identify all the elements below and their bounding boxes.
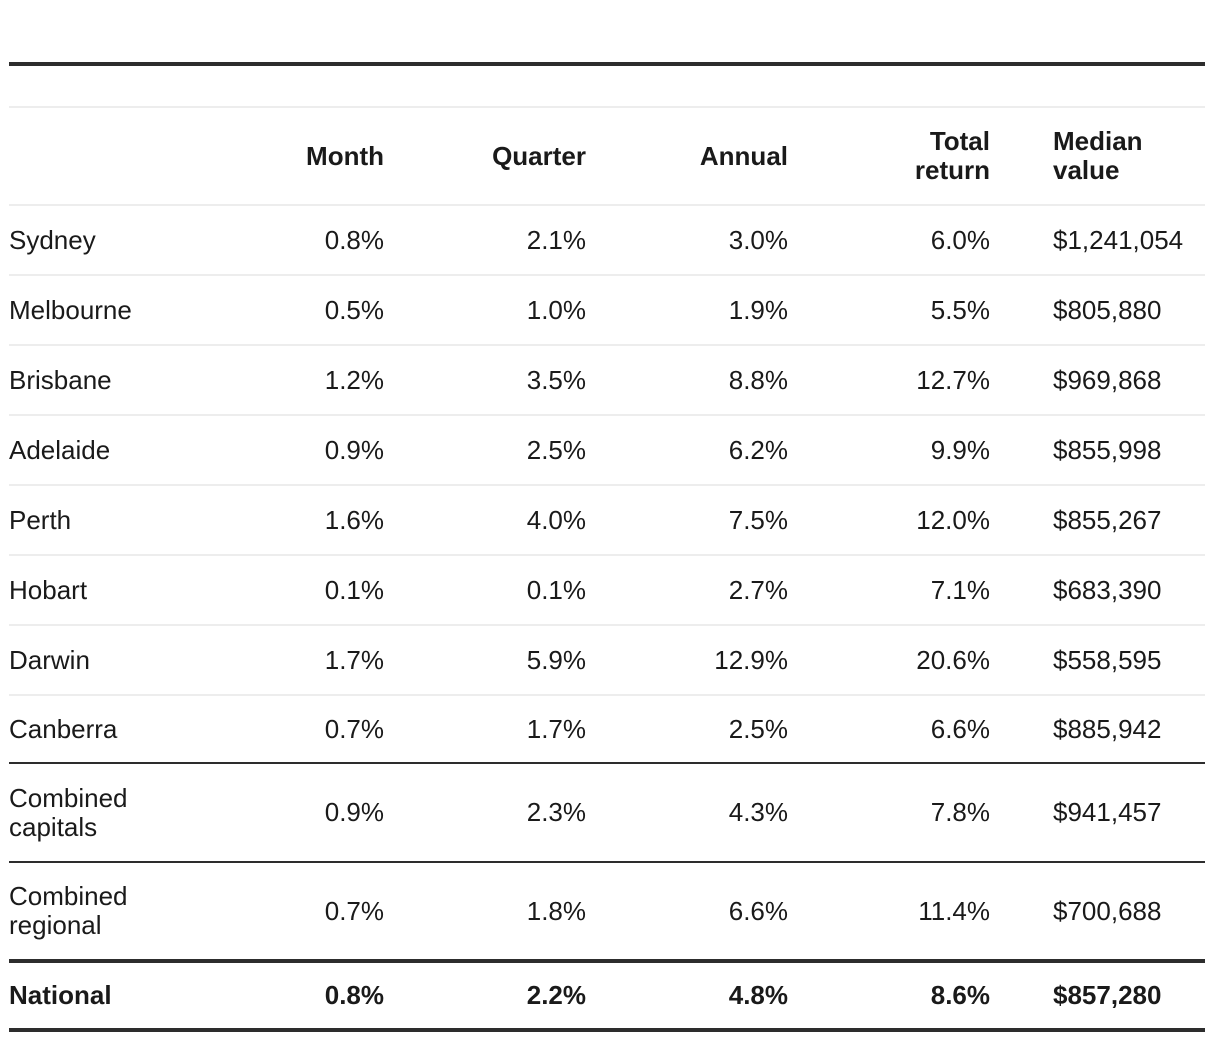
median-value: $805,880 <box>1053 294 1162 325</box>
table-header-spacer <box>9 66 1205 106</box>
month-value: 0.1% <box>324 574 384 605</box>
quarter-value: 1.0% <box>526 294 586 325</box>
total-return-value: 12.0% <box>916 504 990 535</box>
region-label: Combined capitals <box>9 782 128 842</box>
quarter-value: 2.5% <box>526 434 586 465</box>
region-label: Perth <box>9 504 72 535</box>
table-row-melbourne: Melbourne 0.5% 1.0% 1.9% 5.5% $805,880 <box>9 276 1205 346</box>
month-value: 1.7% <box>324 644 384 675</box>
total-return-value: 5.5% <box>930 294 990 325</box>
total-return-value: 7.8% <box>930 797 990 827</box>
quarter-value: 1.7% <box>526 713 586 744</box>
region-label: Combined regional <box>9 881 128 940</box>
median-value: $855,998 <box>1053 434 1162 465</box>
table-row-perth: Perth 1.6% 4.0% 7.5% 12.0% $855,267 <box>9 486 1205 556</box>
table-top-rule <box>9 62 1205 66</box>
region-label: Darwin <box>9 644 90 675</box>
month-value: 0.8% <box>324 224 384 255</box>
median-value: $1,241,054 <box>1053 224 1184 255</box>
table-header-row: Month Quarter Annual Total return Median… <box>9 106 1205 206</box>
month-value: 0.7% <box>324 895 384 926</box>
annual-value: 8.8% <box>728 364 788 395</box>
median-value: $941,457 <box>1053 797 1162 827</box>
annual-value: 7.5% <box>728 504 788 535</box>
table-row-national: National 0.8% 2.2% 4.8% 8.6% $857,280 <box>9 959 1205 1032</box>
region-label: Melbourne <box>9 294 132 325</box>
region-label: Canberra <box>9 713 118 744</box>
total-return-value: 12.7% <box>916 364 990 395</box>
column-header-quarter: Quarter <box>492 140 586 171</box>
column-header-month: Month <box>306 140 384 171</box>
table-row-combined-regional: Combined regional 0.7% 1.8% 6.6% 11.4% $… <box>9 861 1205 959</box>
annual-value: 4.8% <box>728 980 788 1010</box>
median-value: $683,390 <box>1053 574 1162 605</box>
median-value: $969,868 <box>1053 364 1162 395</box>
month-value: 0.9% <box>324 797 384 827</box>
returns-table: Month Quarter Annual Total return Median… <box>9 62 1205 1032</box>
total-return-value: 6.6% <box>930 713 990 744</box>
table-row-sydney: Sydney 0.8% 2.1% 3.0% 6.0% $1,241,054 <box>9 206 1205 276</box>
quarter-value: 1.8% <box>526 895 586 926</box>
month-value: 1.2% <box>324 364 384 395</box>
annual-value: 2.5% <box>728 713 788 744</box>
quarter-value: 2.1% <box>526 224 586 255</box>
total-return-value: 20.6% <box>916 644 990 675</box>
column-header-annual: Annual <box>699 140 788 171</box>
column-header-median-value: Median value <box>1053 126 1143 185</box>
median-value: $855,267 <box>1053 504 1162 535</box>
total-return-value: 8.6% <box>930 980 990 1010</box>
annual-value: 6.6% <box>728 895 788 926</box>
annual-value: 1.9% <box>728 294 788 325</box>
annual-value: 4.3% <box>728 797 788 827</box>
median-value: $857,280 <box>1053 980 1162 1010</box>
total-return-value: 7.1% <box>930 574 990 605</box>
annual-value: 3.0% <box>728 224 788 255</box>
table-row-adelaide: Adelaide 0.9% 2.5% 6.2% 9.9% $855,998 <box>9 416 1205 486</box>
annual-value: 2.7% <box>728 574 788 605</box>
total-return-value: 9.9% <box>930 434 990 465</box>
column-header-total-return: Total return <box>914 126 990 185</box>
region-label: Sydney <box>9 224 96 255</box>
table-row-combined-capitals: Combined capitals 0.9% 2.3% 4.3% 7.8% $9… <box>9 762 1205 861</box>
month-value: 0.5% <box>324 294 384 325</box>
table-row-brisbane: Brisbane 1.2% 3.5% 8.8% 12.7% $969,868 <box>9 346 1205 416</box>
total-return-value: 6.0% <box>930 224 990 255</box>
annual-value: 6.2% <box>728 434 788 465</box>
month-value: 0.7% <box>324 713 384 744</box>
annual-value: 12.9% <box>714 644 788 675</box>
quarter-value: 4.0% <box>526 504 586 535</box>
table-row-hobart: Hobart 0.1% 0.1% 2.7% 7.1% $683,390 <box>9 556 1205 626</box>
total-return-value: 11.4% <box>918 895 990 926</box>
quarter-value: 0.1% <box>526 574 586 605</box>
region-label: Adelaide <box>9 434 111 465</box>
table-row-canberra: Canberra 0.7% 1.7% 2.5% 6.6% $885,942 <box>9 696 1205 762</box>
month-value: 0.8% <box>324 980 384 1010</box>
quarter-value: 2.2% <box>526 980 586 1010</box>
quarter-value: 2.3% <box>526 797 586 827</box>
region-label: Hobart <box>9 574 88 605</box>
region-label: Brisbane <box>9 364 112 395</box>
table-row-darwin: Darwin 1.7% 5.9% 12.9% 20.6% $558,595 <box>9 626 1205 696</box>
region-label: National <box>9 980 112 1010</box>
quarter-value: 5.9% <box>526 644 586 675</box>
median-value: $700,688 <box>1053 895 1162 926</box>
month-value: 0.9% <box>324 434 384 465</box>
quarter-value: 3.5% <box>526 364 586 395</box>
median-value: $558,595 <box>1053 644 1162 675</box>
month-value: 1.6% <box>324 504 384 535</box>
median-value: $885,942 <box>1053 713 1162 744</box>
